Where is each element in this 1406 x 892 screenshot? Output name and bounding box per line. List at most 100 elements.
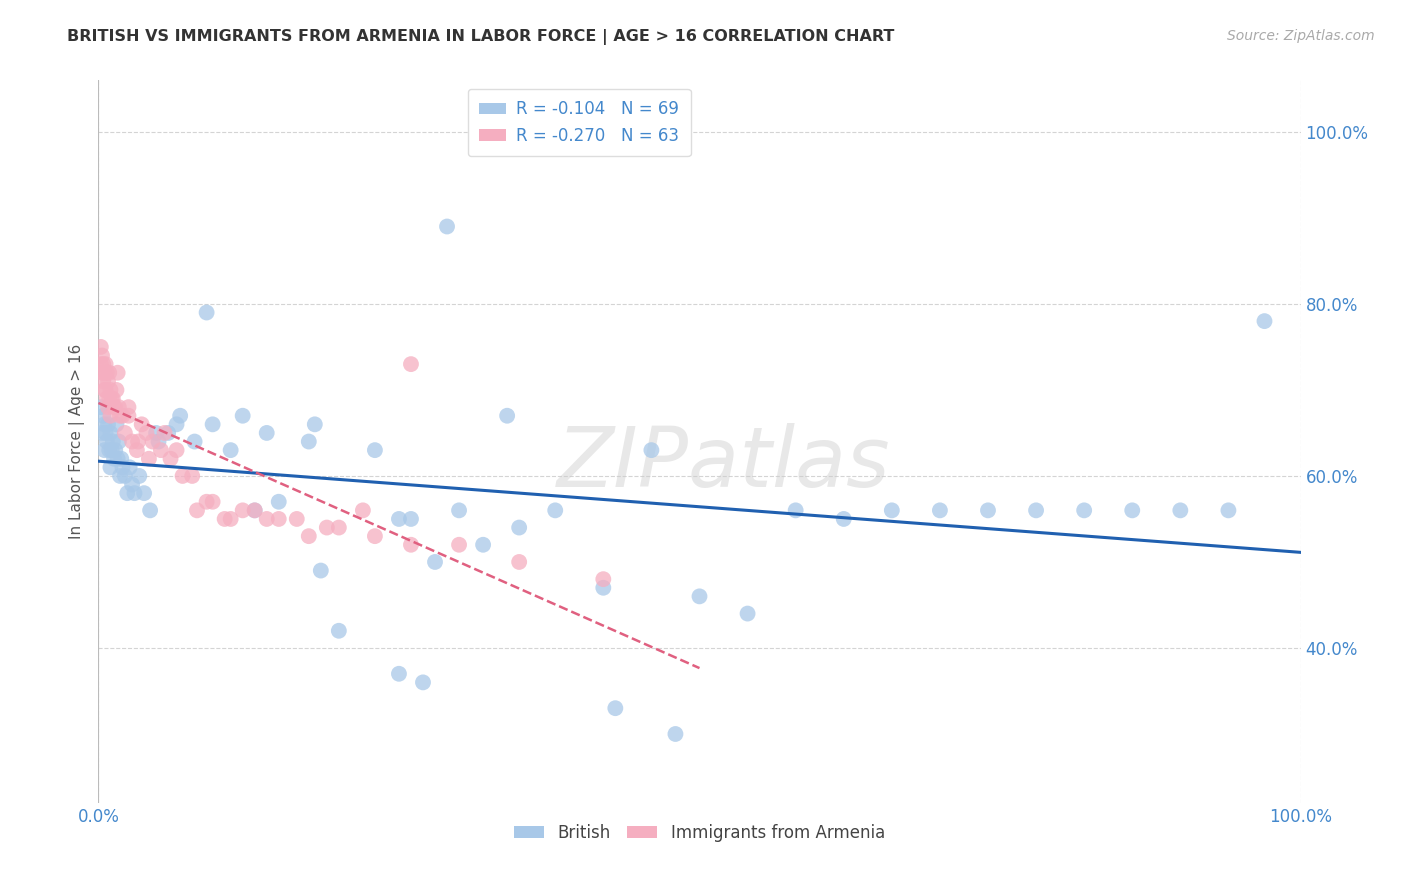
Point <box>141 434 163 449</box>
Text: Source: ZipAtlas.com: Source: ZipAtlas.com <box>1227 29 1375 43</box>
Point <box>688 590 710 604</box>
Point <box>100 392 122 406</box>
Point <box>832 512 855 526</box>
Point <box>304 417 326 432</box>
Point <box>131 417 153 432</box>
Point <box>96 392 118 406</box>
Point <box>105 383 128 397</box>
Point <box>110 451 132 466</box>
Point <box>195 305 218 319</box>
Point <box>352 503 374 517</box>
Point <box>94 383 117 397</box>
Point <box>98 392 121 406</box>
Point <box>232 409 254 423</box>
Point <box>256 512 278 526</box>
Point <box>114 425 136 440</box>
Point <box>97 400 120 414</box>
Point <box>328 624 350 638</box>
Point <box>737 607 759 621</box>
Point <box>201 417 224 432</box>
Point <box>219 512 242 526</box>
Point <box>328 520 350 534</box>
Point <box>100 383 122 397</box>
Point <box>139 503 162 517</box>
Point <box>315 520 337 534</box>
Point <box>472 538 495 552</box>
Point <box>496 409 519 423</box>
Point <box>145 425 167 440</box>
Point <box>93 417 115 432</box>
Point <box>364 529 387 543</box>
Point <box>1025 503 1047 517</box>
Point <box>94 425 117 440</box>
Point <box>108 409 131 423</box>
Point <box>90 357 112 371</box>
Point <box>267 494 290 508</box>
Point <box>98 366 121 380</box>
Point <box>592 581 614 595</box>
Point <box>153 425 176 440</box>
Point <box>90 340 112 354</box>
Point <box>91 349 114 363</box>
Point <box>508 520 530 534</box>
Point <box>243 503 266 517</box>
Point <box>125 443 148 458</box>
Point <box>111 409 134 423</box>
Point <box>447 538 470 552</box>
Point <box>93 366 115 380</box>
Point <box>447 503 470 517</box>
Point <box>214 512 236 526</box>
Point <box>201 494 224 508</box>
Point <box>1073 503 1095 517</box>
Point <box>132 486 155 500</box>
Point <box>93 383 115 397</box>
Point <box>100 443 122 458</box>
Point <box>928 503 950 517</box>
Point <box>117 409 139 423</box>
Point <box>104 400 127 414</box>
Point <box>399 538 422 552</box>
Point <box>97 417 120 432</box>
Point <box>121 477 143 491</box>
Point <box>508 555 530 569</box>
Point <box>107 451 129 466</box>
Point <box>97 375 120 389</box>
Point <box>298 434 321 449</box>
Point <box>100 425 122 440</box>
Point <box>111 460 134 475</box>
Y-axis label: In Labor Force | Age > 16: In Labor Force | Age > 16 <box>69 344 84 539</box>
Point <box>785 503 807 517</box>
Point <box>544 503 567 517</box>
Point <box>159 451 181 466</box>
Point <box>91 366 114 380</box>
Point <box>149 443 172 458</box>
Point <box>127 434 149 449</box>
Point <box>309 564 332 578</box>
Point <box>148 434 170 449</box>
Point <box>108 434 131 449</box>
Point <box>1121 503 1143 517</box>
Point <box>388 666 411 681</box>
Point <box>118 460 141 475</box>
Point <box>91 375 114 389</box>
Point <box>103 451 125 466</box>
Point <box>285 512 308 526</box>
Point <box>243 503 266 517</box>
Point <box>121 434 143 449</box>
Point <box>157 425 180 440</box>
Point <box>166 417 188 432</box>
Point <box>388 512 411 526</box>
Point <box>977 503 1000 517</box>
Point <box>1253 314 1275 328</box>
Point <box>195 494 218 508</box>
Point <box>232 503 254 517</box>
Point <box>412 675 434 690</box>
Point <box>98 443 121 458</box>
Text: BRITISH VS IMMIGRANTS FROM ARMENIA IN LABOR FORCE | AGE > 16 CORRELATION CHART: BRITISH VS IMMIGRANTS FROM ARMENIA IN LA… <box>67 29 894 45</box>
Point <box>90 400 112 414</box>
Point <box>364 443 387 458</box>
Point <box>96 434 118 449</box>
Point <box>169 409 191 423</box>
Point <box>93 443 115 458</box>
Point <box>256 425 278 440</box>
